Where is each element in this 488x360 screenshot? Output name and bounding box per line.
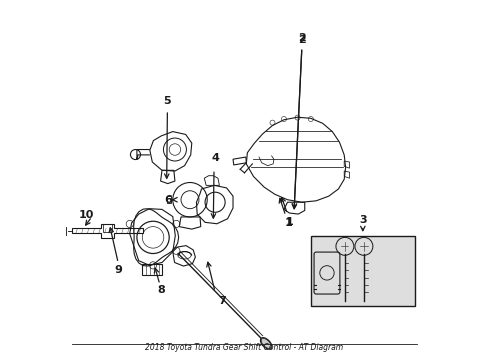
Text: 2018 Toyota Tundra Gear Shift Control - AT Diagram: 2018 Toyota Tundra Gear Shift Control - … [145,343,343,352]
Text: 6: 6 [164,195,172,205]
Text: 4: 4 [211,153,219,163]
Text: 1: 1 [285,217,293,227]
Text: 10: 10 [79,210,94,220]
Text: 1: 1 [284,218,292,228]
Text: 8: 8 [157,285,165,296]
Text: 3: 3 [358,215,366,225]
Ellipse shape [260,338,271,349]
Bar [142,264,162,275]
Text: 2: 2 [297,33,305,43]
Text: 9: 9 [114,265,122,275]
Text: 2: 2 [298,35,305,45]
Text: 5: 5 [163,96,171,106]
Bar [103,224,112,232]
Text: 7: 7 [218,296,225,306]
Bar [310,236,414,306]
